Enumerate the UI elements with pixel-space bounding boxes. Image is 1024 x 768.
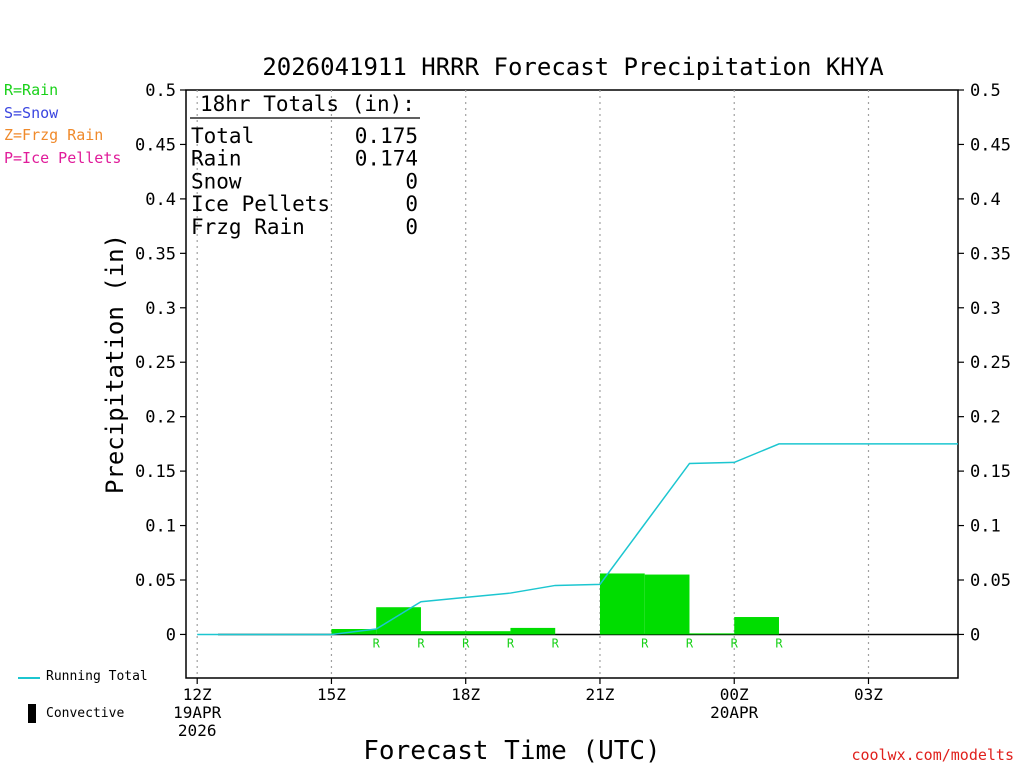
totals-row-label: Frzg Rain — [191, 215, 305, 239]
precip-type-marker: R — [552, 636, 560, 650]
precip-type-marker: R — [462, 636, 470, 650]
xtick-label: 03Z — [854, 685, 883, 704]
precip-type-marker: R — [641, 636, 649, 650]
ytick-label-right: 0.5 — [970, 81, 1001, 101]
running-total-legend-label: Running Total — [46, 669, 148, 684]
ytick-label-right: 0.45 — [970, 135, 1011, 155]
x-axis-label: Forecast Time (UTC) — [363, 736, 660, 766]
totals-row-label: Rain — [191, 147, 242, 171]
totals-row-value: 0 — [405, 215, 418, 239]
ytick-label-left: 0.2 — [145, 408, 176, 428]
xtick-label: 19APR — [173, 703, 222, 722]
ytick-label-left: 0.05 — [135, 571, 176, 591]
precip-bar — [734, 617, 779, 635]
running-total-swatch — [18, 677, 40, 679]
precip-bar — [689, 633, 735, 635]
ytick-label-left: 0.25 — [135, 353, 176, 373]
plot-frame — [185, 89, 959, 679]
totals-title: 18hr Totals (in): — [200, 92, 415, 116]
legend-snow: S=Snow — [4, 104, 59, 122]
precip-bars — [331, 573, 779, 635]
source-credit: coolwx.com/modelts — [851, 746, 1014, 764]
gridlines — [196, 90, 958, 678]
precip-bar — [465, 631, 511, 635]
ytick-label-left: 0.45 — [135, 135, 176, 155]
ytick-label-right: 0.05 — [970, 571, 1011, 591]
xtick-label: 18Z — [451, 685, 480, 704]
precip-type-marker: R — [507, 636, 515, 650]
ytick-label-right: 0.4 — [970, 190, 1001, 210]
precip-type-marker: R — [417, 636, 425, 650]
ytick-label-right: 0.1 — [970, 517, 1001, 537]
running-total-line — [197, 443, 958, 636]
legend-ice-pellets: P=Ice Pellets — [4, 149, 122, 167]
totals-row-label: Snow — [191, 169, 242, 193]
legend-frzg-rain: Z=Frzg Rain — [4, 126, 104, 144]
ytick-label-left: 0.5 — [145, 81, 176, 101]
ytick-label-right: 0.2 — [970, 408, 1001, 428]
ytick-label-left: 0 — [166, 625, 176, 645]
legend-rain: R=Rain — [4, 81, 59, 99]
convective-swatch — [28, 704, 36, 723]
precip-type-marker: R — [373, 636, 381, 650]
ytick-label-right: 0.15 — [970, 462, 1011, 482]
xtick-label: 21Z — [586, 685, 615, 704]
precip-type-marker: R — [686, 636, 694, 650]
ytick-label-left: 0.4 — [145, 190, 176, 210]
xtick-label: 2026 — [178, 721, 217, 740]
xtick-label: 15Z — [317, 685, 346, 704]
totals-row-value: 0 — [405, 192, 418, 216]
ytick-label-left: 0.15 — [135, 462, 176, 482]
running-total-polyline — [197, 443, 958, 636]
ytick-label-right: 0.3 — [970, 299, 1001, 319]
precip-type-marker: R — [775, 636, 783, 650]
xtick-label: 00Z — [720, 685, 749, 704]
totals-row-value: 0 — [405, 169, 418, 193]
totals-row-value: 0.175 — [355, 124, 418, 148]
ytick-label-left: 0.3 — [145, 299, 176, 319]
totals-row-label: Ice Pellets — [191, 192, 330, 216]
ytick-label-right: 0.35 — [970, 244, 1011, 264]
xtick-label: 12Z — [183, 685, 212, 704]
convective-legend-label: Convective — [46, 706, 125, 721]
precip-bar — [599, 573, 645, 635]
precip-bar — [510, 627, 556, 635]
precip-type-marker: R — [731, 636, 739, 650]
precip-bar — [644, 574, 690, 635]
xtick-label: 20APR — [710, 703, 759, 722]
precip-bar — [420, 631, 466, 635]
totals-row-value: 0.174 — [355, 147, 418, 171]
chart-title: 2026041911 HRRR Forecast Precipitation K… — [262, 53, 884, 81]
ytick-label-left: 0.1 — [145, 517, 176, 537]
y-axis-ticks: 0 00.05 0.050.1 0.10.15 0.150.2 0.20.25 0.250.… — [135, 81, 1011, 645]
totals-box: 18hr Totals (in): Total 0.175 Rain 0.174 Sno… — [190, 92, 420, 239]
ytick-label-right: 0 — [970, 625, 980, 645]
y-axis-label: Precipitation (in) — [101, 234, 129, 494]
ytick-label-right: 0.25 — [970, 353, 1011, 373]
precip-bar — [376, 607, 421, 635]
ytick-label-left: 0.35 — [135, 244, 176, 264]
totals-row-label: Total — [191, 124, 254, 148]
